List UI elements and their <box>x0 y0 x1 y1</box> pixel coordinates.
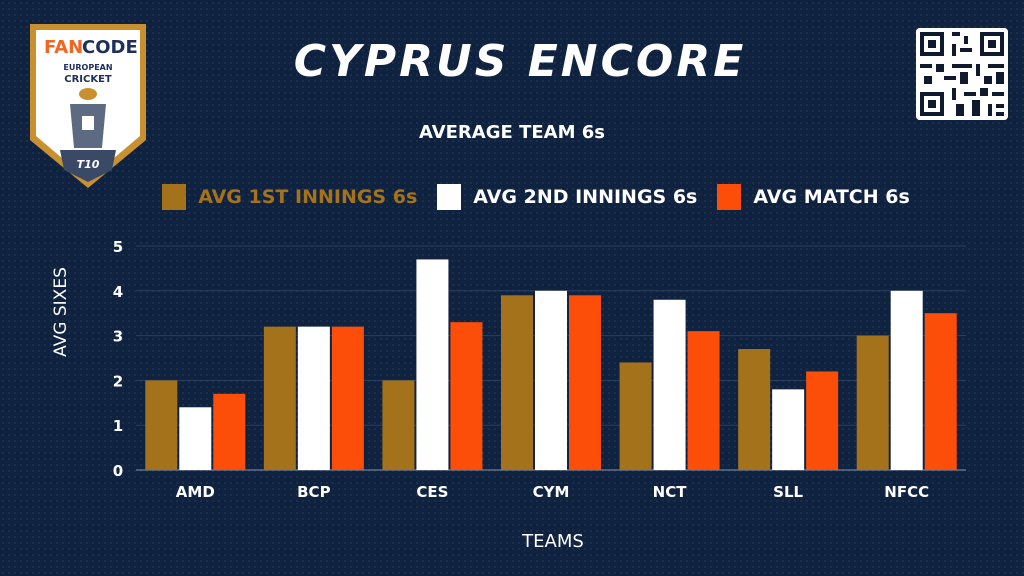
bar-amd-series-1 <box>145 380 178 470</box>
bar-ces-series-1 <box>382 380 415 470</box>
fancode-european-cricket-logo: FAN CODE EUROPEAN CRICKET T10 <box>30 24 146 188</box>
x-tick-label: NCT <box>653 483 688 501</box>
bar-amd-series-3 <box>213 393 246 470</box>
svg-text:CODE: CODE <box>82 37 138 58</box>
x-tick-label: SLL <box>773 483 803 501</box>
x-tick-label: CES <box>416 483 448 501</box>
legend-label-1st-innings: AVG 1ST INNINGS 6s <box>198 186 418 208</box>
bar-ces-series-3 <box>450 322 483 470</box>
legend-item-2nd-innings: AVG 2ND INNINGS 6s <box>437 184 697 210</box>
chart-legend: AVG 1ST INNINGS 6s AVG 2ND INNINGS 6s AV… <box>0 184 1024 210</box>
chart-subtitle: AVERAGE TEAM 6s <box>419 122 605 143</box>
y-axis-label: AVG SIXES <box>51 267 71 357</box>
y-tick-label: 2 <box>113 372 123 390</box>
y-tick-label: 1 <box>113 417 123 435</box>
bar-sll-series-2 <box>772 389 805 470</box>
x-tick-label: NFCC <box>884 483 929 501</box>
bar-amd-series-2 <box>179 407 212 470</box>
y-tick-label: 3 <box>113 328 123 346</box>
svg-text:FAN: FAN <box>44 37 83 58</box>
x-axis-label: TEAMS <box>522 531 584 552</box>
legend-label-match: AVG MATCH 6s <box>753 186 910 208</box>
y-tick-label: 4 <box>113 283 123 301</box>
chart-title: CYPRUS ENCORE <box>293 36 747 87</box>
bar-nfcc-series-3 <box>924 313 957 470</box>
bar-nct-series-1 <box>619 362 652 470</box>
legend-swatch-match <box>717 184 742 210</box>
svg-text:T10: T10 <box>77 158 100 171</box>
bar-ces-series-2 <box>416 259 449 470</box>
y-tick-label: 0 <box>113 462 123 480</box>
x-tick-label: BCP <box>297 483 330 501</box>
bar-nfcc-series-1 <box>856 335 889 470</box>
bar-bcp-series-1 <box>263 326 296 470</box>
bar-nfcc-series-2 <box>890 290 923 470</box>
x-tick-label: AMD <box>176 483 215 501</box>
bar-bcp-series-3 <box>331 326 364 470</box>
bar-sll-series-1 <box>738 349 771 470</box>
bar-cym-series-3 <box>569 295 601 470</box>
legend-swatch-1st-innings <box>162 184 187 210</box>
legend-swatch-2nd-innings <box>437 184 462 210</box>
bar-sll-series-3 <box>806 371 839 470</box>
legend-item-match: AVG MATCH 6s <box>717 184 910 210</box>
svg-text:EUROPEAN: EUROPEAN <box>63 63 112 72</box>
svg-text:CRICKET: CRICKET <box>64 74 112 85</box>
bar-nct-series-3 <box>687 331 720 470</box>
bar-cym-series-1 <box>501 295 533 470</box>
qr-code-icon <box>916 28 1008 120</box>
y-tick-label: 5 <box>113 238 123 256</box>
bar-cym-series-2 <box>535 290 567 470</box>
legend-label-2nd-innings: AVG 2ND INNINGS 6s <box>473 186 698 208</box>
bar-bcp-series-2 <box>297 326 330 470</box>
bar-nct-series-2 <box>653 299 686 470</box>
legend-item-1st-innings: AVG 1ST INNINGS 6s <box>162 184 417 210</box>
x-tick-label: CYM <box>533 483 570 501</box>
